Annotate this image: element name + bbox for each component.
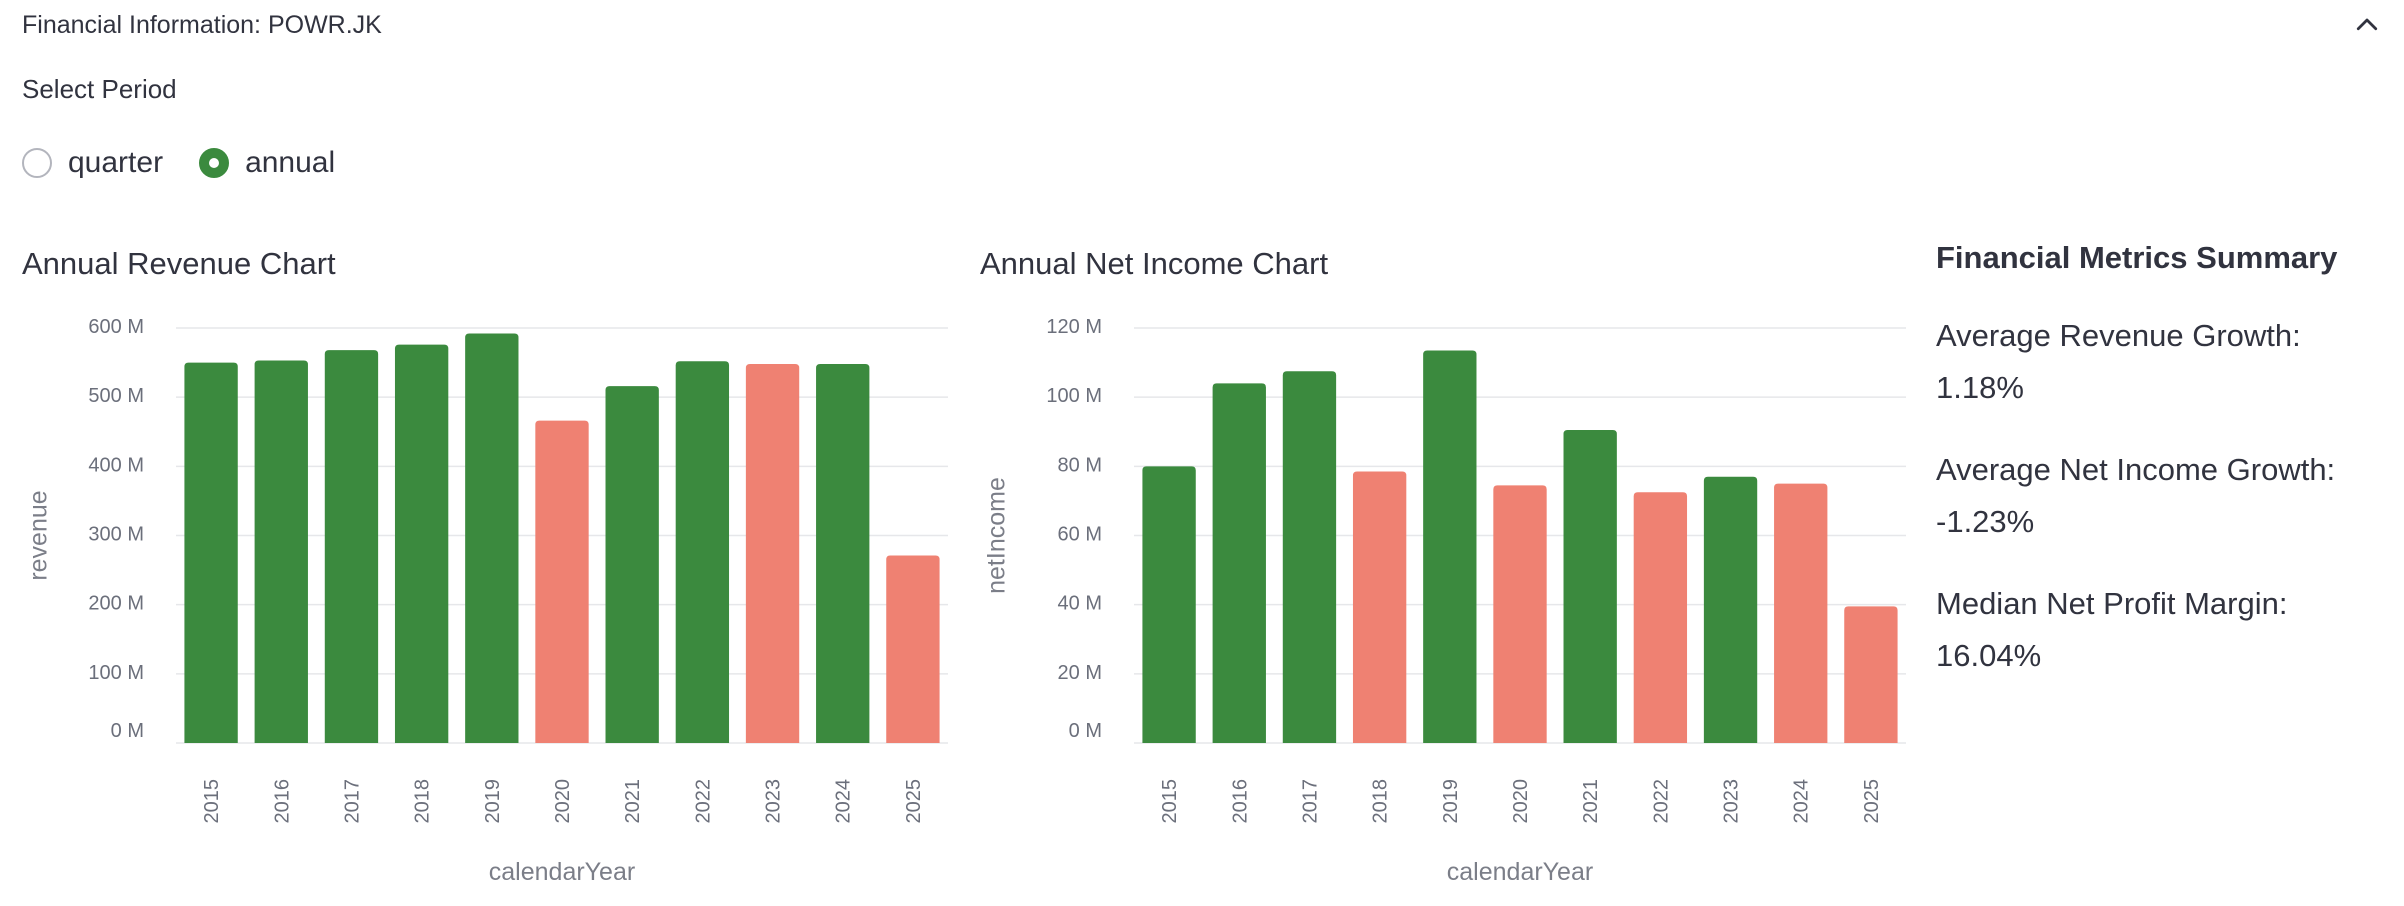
x-tick-label: 2022 xyxy=(1650,779,1672,824)
x-tick-label: 2021 xyxy=(1580,779,1602,824)
radio-annual-label[interactable]: annual xyxy=(245,146,336,179)
median-net-profit-margin: Median Net Profit Margin: 16.04% xyxy=(1936,586,2288,673)
x-tick-label: 2019 xyxy=(1440,779,1462,824)
bar-2019[interactable] xyxy=(1423,350,1477,743)
x-tick-label: 2017 xyxy=(1299,779,1321,824)
x-tick-label: 2023 xyxy=(1721,779,1743,824)
radio-selected-dot xyxy=(209,158,220,168)
bar-2023[interactable] xyxy=(1703,476,1758,743)
average-net-income-growth: Average Net Income Growth: -1.23% xyxy=(1936,452,2336,539)
x-tick-label: 2020 xyxy=(552,779,574,824)
x-tick-label: 2016 xyxy=(271,779,293,824)
x-tick-label: 2021 xyxy=(622,779,644,824)
expander-header[interactable]: Financial Information: POWR.JK xyxy=(22,6,2382,44)
select-period-label: Select Period xyxy=(22,74,177,104)
x-tick-label: 2018 xyxy=(412,779,434,824)
y-tick-label: 80 M xyxy=(1058,454,1102,476)
bar-2022[interactable] xyxy=(1633,492,1688,743)
x-tick-label: 2015 xyxy=(1159,779,1181,824)
bar-2024[interactable] xyxy=(1774,483,1828,743)
x-tick-label: 2025 xyxy=(1861,779,1883,824)
x-tick-label: 2025 xyxy=(903,779,925,824)
bar-2022[interactable] xyxy=(675,361,730,743)
revenue-chart: 0 M 100 M 200 M 300 M 400 M 500 M 600 M revenue… xyxy=(25,316,948,886)
x-tick-label: 2024 xyxy=(1791,779,1813,824)
y-tick-label: 100 M xyxy=(1046,385,1102,407)
y-tick-label: 120 M xyxy=(1046,316,1102,338)
bar-2016[interactable] xyxy=(1212,383,1266,743)
x-tick-label: 2022 xyxy=(692,779,714,824)
x-tick-label: 2024 xyxy=(833,779,855,824)
average-revenue-growth: Average Revenue Growth: 1.18% xyxy=(1936,318,2301,405)
bar-2023[interactable] xyxy=(745,363,800,743)
period-radio-group: quarter annual xyxy=(22,146,335,180)
y-tick-label: 400 M xyxy=(88,454,144,476)
radio-annual[interactable]: annual xyxy=(199,146,335,180)
y-tick-label: 20 M xyxy=(1058,662,1102,684)
bar-2020[interactable] xyxy=(1493,485,1547,743)
y-tick-label: 100 M xyxy=(88,662,144,684)
y-tick-label: 300 M xyxy=(88,524,144,546)
x-tick-label: 2016 xyxy=(1229,779,1251,824)
bar-2015[interactable] xyxy=(184,362,238,743)
bar-2020[interactable] xyxy=(535,420,589,743)
net-income-chart-title: Annual Net Income Chart xyxy=(980,246,1329,281)
bar-2025[interactable] xyxy=(1844,606,1898,743)
x-axis-title: calendarYear xyxy=(1447,858,1593,886)
net-income-chart: 0 M 20 M 40 M 60 M 80 M 100 M 120 M netIncome 20… xyxy=(983,316,1906,886)
x-tick-label: 2018 xyxy=(1370,779,1392,824)
bar-2019[interactable] xyxy=(465,333,519,743)
x-tick-label: 2019 xyxy=(482,779,504,824)
x-tick-label: 2023 xyxy=(763,779,785,824)
y-axis-title: netIncome xyxy=(983,477,1011,594)
y-tick-label: 200 M xyxy=(88,593,144,615)
radio-quarter-circle[interactable] xyxy=(22,148,52,178)
expander-title: Financial Information: POWR.JK xyxy=(22,10,382,39)
radio-quarter[interactable]: quarter xyxy=(22,146,163,180)
bar-2015[interactable] xyxy=(1142,466,1196,743)
y-tick-label: 0 M xyxy=(1069,720,1102,742)
x-tick-label: 2017 xyxy=(341,779,363,824)
bar-2021[interactable] xyxy=(1563,430,1617,743)
metrics-summary: Financial Metrics Summary Average Revenu… xyxy=(1936,240,2396,712)
bar-2024[interactable] xyxy=(816,363,870,743)
bar-2017[interactable] xyxy=(1282,371,1337,743)
y-tick-label: 500 M xyxy=(88,385,144,407)
y-axis-title: revenue xyxy=(25,490,53,580)
bar-2025[interactable] xyxy=(886,555,940,743)
y-tick-label: 0 M xyxy=(111,720,144,742)
revenue-chart-title: Annual Revenue Chart xyxy=(22,246,336,281)
bar-2017[interactable] xyxy=(324,350,379,743)
radio-quarter-label[interactable]: quarter xyxy=(68,146,164,179)
x-tick-label: 2015 xyxy=(201,779,223,824)
radio-annual-circle[interactable] xyxy=(199,148,230,178)
y-tick-label: 600 M xyxy=(88,316,144,338)
metrics-summary-title: Financial Metrics Summary xyxy=(1936,240,2338,275)
x-axis-title: calendarYear xyxy=(489,858,635,886)
bar-2021[interactable] xyxy=(605,386,659,743)
x-tick-label: 2020 xyxy=(1510,779,1532,824)
bar-2018[interactable] xyxy=(394,344,449,743)
y-tick-label: 60 M xyxy=(1058,524,1102,546)
bar-2016[interactable] xyxy=(254,360,308,743)
bar-2018[interactable] xyxy=(1352,471,1407,743)
y-tick-label: 40 M xyxy=(1058,593,1102,615)
chevron-up-icon[interactable] xyxy=(2352,10,2382,40)
